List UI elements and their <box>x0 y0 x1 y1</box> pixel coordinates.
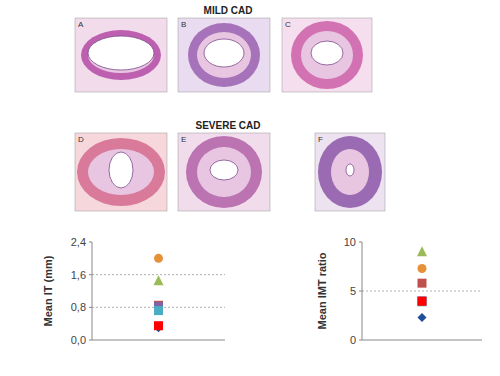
tick-label: 2,4 <box>71 236 86 248</box>
panel-letter: C <box>285 20 291 29</box>
point <box>418 297 427 306</box>
point <box>154 254 163 263</box>
point <box>154 306 163 315</box>
point <box>418 279 427 288</box>
histology-panel: F <box>315 133 385 211</box>
histology-panel: E <box>178 133 270 211</box>
point <box>154 321 163 330</box>
y-axis-label: Mean IMT ratio <box>316 252 328 329</box>
tick-label: 1,6 <box>71 269 86 281</box>
marks <box>417 246 427 322</box>
intima <box>197 147 251 197</box>
tick-label: 0,8 <box>71 301 86 313</box>
chart: 0,0 0,8 1,6 2,4 Mean IT (mm) <box>42 236 225 346</box>
lumen <box>210 160 238 180</box>
panel-frame <box>75 133 167 211</box>
lumen <box>311 41 343 65</box>
histology-panel: C <box>282 18 372 92</box>
point <box>417 246 427 256</box>
tick-label: 10 <box>344 236 356 248</box>
point <box>418 297 427 306</box>
tick-label: 0 <box>350 334 356 346</box>
histology-panel: D <box>75 133 167 211</box>
intima <box>197 32 251 78</box>
vessel-wall <box>77 138 165 206</box>
vessel-wall <box>81 30 161 80</box>
intima <box>88 149 154 195</box>
panel-frame <box>178 133 270 211</box>
panel-letter: F <box>318 135 323 144</box>
y-axis-label: Mean IT (mm) <box>42 255 54 326</box>
chart: 0 5 10 Mean IMT ratio <box>316 236 482 346</box>
vessel-wall <box>291 21 363 89</box>
panel-letter: A <box>78 20 84 29</box>
intima <box>301 31 353 79</box>
point <box>154 275 164 285</box>
point <box>418 313 427 322</box>
tick-label: 5 <box>350 285 356 297</box>
vessel-wall <box>318 136 382 208</box>
panel-frame <box>315 133 385 211</box>
panel-frame <box>282 18 372 92</box>
panel-letter: E <box>181 135 186 144</box>
histology-panel: A <box>75 18 167 92</box>
point <box>418 296 427 305</box>
point <box>418 264 427 273</box>
panel-letter: D <box>78 135 84 144</box>
intima <box>331 149 369 195</box>
row-title: MILD CAD <box>204 5 253 16</box>
y-axis <box>362 242 363 340</box>
lumen <box>88 36 154 70</box>
x-axis <box>362 340 482 341</box>
grid-line <box>362 291 482 292</box>
histology-panel: B <box>178 18 270 92</box>
lumen <box>346 164 354 176</box>
panel-letter: B <box>181 20 186 29</box>
panel-frame <box>75 18 167 92</box>
vessel-wall <box>188 23 260 87</box>
intima <box>88 37 154 73</box>
panel-frame <box>178 18 270 92</box>
lumen <box>204 39 244 67</box>
row-title: SEVERE CAD <box>195 120 260 131</box>
marks <box>154 254 164 332</box>
vessel-wall <box>186 136 262 208</box>
lumen <box>109 152 133 188</box>
figure: MILD CAD A B C SEVERE CAD D E F 0,0 0,8 1,6 2,4 Mean… <box>0 0 500 376</box>
x-axis <box>92 340 225 341</box>
y-axis <box>92 242 93 340</box>
tick-label: 0,0 <box>71 334 86 346</box>
grid-line <box>92 274 225 275</box>
